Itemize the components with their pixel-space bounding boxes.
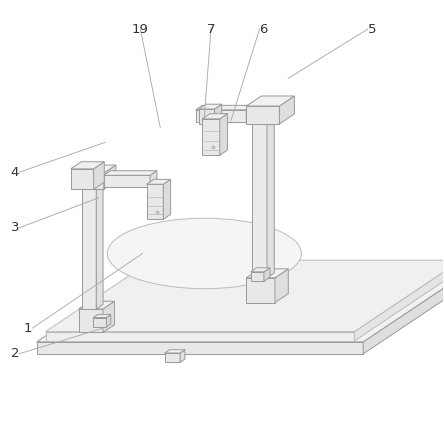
Text: 2: 2 bbox=[11, 347, 19, 360]
Polygon shape bbox=[163, 179, 170, 219]
Polygon shape bbox=[94, 162, 104, 189]
Polygon shape bbox=[104, 171, 157, 175]
Polygon shape bbox=[267, 119, 274, 278]
Polygon shape bbox=[82, 189, 96, 309]
Polygon shape bbox=[79, 301, 115, 309]
Polygon shape bbox=[77, 165, 116, 173]
Polygon shape bbox=[345, 314, 361, 316]
Polygon shape bbox=[180, 350, 185, 362]
Polygon shape bbox=[345, 316, 358, 324]
Polygon shape bbox=[358, 314, 361, 324]
Polygon shape bbox=[147, 179, 170, 184]
Polygon shape bbox=[246, 96, 294, 106]
Polygon shape bbox=[93, 315, 111, 317]
Polygon shape bbox=[202, 119, 220, 155]
Polygon shape bbox=[251, 272, 264, 281]
Polygon shape bbox=[150, 171, 157, 187]
Text: 19: 19 bbox=[132, 23, 149, 36]
Polygon shape bbox=[252, 124, 267, 278]
Polygon shape bbox=[354, 260, 444, 341]
Polygon shape bbox=[165, 353, 180, 362]
Text: 7: 7 bbox=[207, 23, 215, 36]
Polygon shape bbox=[195, 110, 246, 122]
Ellipse shape bbox=[107, 218, 301, 289]
Polygon shape bbox=[71, 169, 94, 189]
Text: 6: 6 bbox=[259, 23, 268, 36]
Polygon shape bbox=[37, 342, 363, 354]
Polygon shape bbox=[220, 114, 228, 155]
Polygon shape bbox=[77, 173, 104, 189]
Polygon shape bbox=[82, 185, 103, 189]
Polygon shape bbox=[279, 96, 294, 124]
Polygon shape bbox=[199, 104, 222, 109]
Polygon shape bbox=[46, 332, 354, 341]
Polygon shape bbox=[214, 104, 222, 124]
Text: 5: 5 bbox=[368, 23, 376, 36]
Polygon shape bbox=[96, 185, 103, 309]
Polygon shape bbox=[251, 268, 270, 272]
Polygon shape bbox=[107, 315, 111, 327]
Text: 4: 4 bbox=[11, 166, 19, 179]
Polygon shape bbox=[79, 309, 103, 332]
Text: 1: 1 bbox=[24, 322, 32, 335]
Polygon shape bbox=[71, 162, 104, 169]
Polygon shape bbox=[103, 301, 115, 332]
Polygon shape bbox=[246, 269, 288, 278]
Polygon shape bbox=[246, 106, 279, 124]
Polygon shape bbox=[199, 109, 214, 124]
Text: 3: 3 bbox=[11, 221, 19, 234]
Polygon shape bbox=[252, 119, 274, 124]
Polygon shape bbox=[93, 317, 107, 327]
Polygon shape bbox=[246, 105, 253, 122]
Polygon shape bbox=[46, 260, 444, 332]
Polygon shape bbox=[165, 350, 185, 353]
Polygon shape bbox=[37, 267, 444, 342]
Polygon shape bbox=[202, 114, 228, 119]
Polygon shape bbox=[104, 175, 150, 187]
Polygon shape bbox=[104, 165, 116, 189]
Polygon shape bbox=[195, 105, 253, 110]
Polygon shape bbox=[264, 268, 270, 281]
Polygon shape bbox=[275, 269, 288, 303]
Polygon shape bbox=[147, 184, 163, 219]
Polygon shape bbox=[246, 278, 275, 303]
Polygon shape bbox=[363, 267, 444, 354]
